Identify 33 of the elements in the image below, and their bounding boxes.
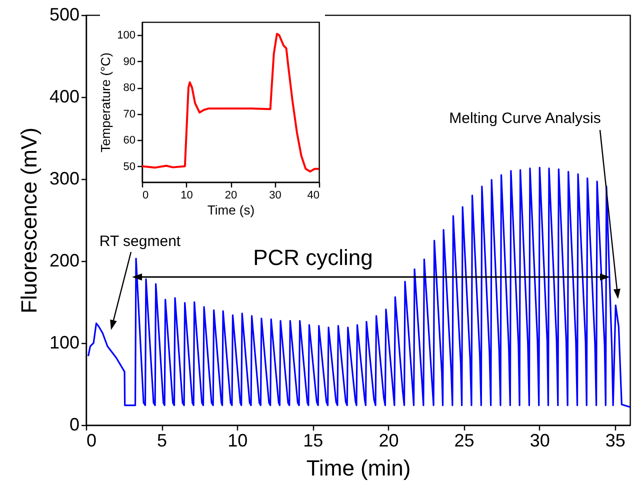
y-tick-label: 60 <box>123 134 136 147</box>
x-tick-label: 35 <box>605 430 626 450</box>
y-tick-label: 200 <box>49 250 80 270</box>
y-tick-label: 100 <box>117 30 136 42</box>
y-axis-title: Fluorescence (mV) <box>16 128 42 314</box>
y-axis-title: Temperature (°C) <box>98 52 114 152</box>
annotation: PCR cycling <box>253 245 373 270</box>
x-tick-label: 30 <box>530 430 550 450</box>
y-tick-label: 50 <box>123 160 136 173</box>
y-tick-label: 500 <box>49 4 80 24</box>
x-tick-label: 0 <box>86 430 97 450</box>
x-tick-label: 20 <box>378 430 399 450</box>
annotation: RT segment <box>99 233 182 250</box>
line-series <box>141 32 320 173</box>
y-tick-label: 0 <box>69 414 80 434</box>
x-tick-label: 30 <box>269 190 282 202</box>
y-tick-label: 100 <box>49 332 80 352</box>
x-tick-label: 40 <box>307 190 320 202</box>
x-tick-label: 10 <box>180 190 193 202</box>
y-tick-label: 70 <box>123 108 136 120</box>
x-axis-title: Time (s) <box>207 202 255 218</box>
y-tick-label: 300 <box>49 168 80 188</box>
x-tick-label: 0 <box>142 190 149 202</box>
y-tick-label: 400 <box>49 86 80 106</box>
y-tick-label: 80 <box>123 82 136 94</box>
x-tick-label: 5 <box>157 430 168 450</box>
x-tick-label: 15 <box>303 430 324 450</box>
y-tick-label: 90 <box>123 56 136 68</box>
x-tick-label: 20 <box>224 190 238 202</box>
x-axis-title: Time (min) <box>306 456 411 480</box>
x-tick-label: 25 <box>454 430 474 450</box>
x-tick-label: 10 <box>228 430 248 450</box>
annotation: Melting Curve Analysis <box>449 110 601 127</box>
